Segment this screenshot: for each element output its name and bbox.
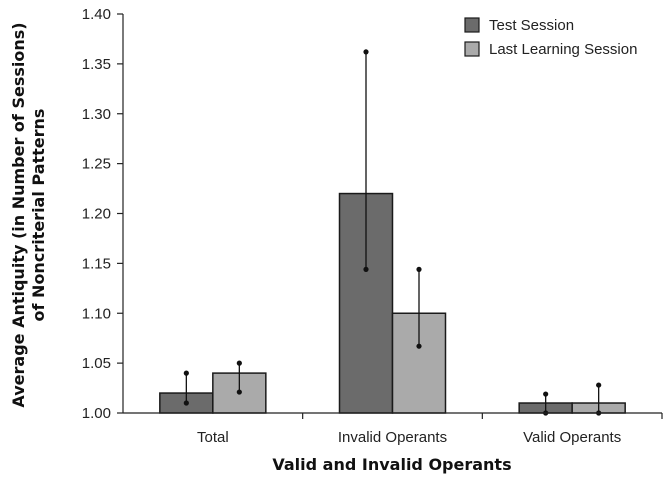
x-axis-title: Valid and Invalid Operants: [272, 455, 511, 474]
error-bar-cap-bottom: [236, 389, 242, 395]
error-bar-cap-top: [183, 370, 189, 376]
y-tick-label: 1.00: [82, 405, 111, 422]
legend: Test Session Last Learning Session: [464, 17, 637, 58]
error-bars: [183, 49, 602, 416]
error-bar-cap-bottom: [183, 400, 189, 406]
bars: [159, 192, 626, 414]
y-tick-label: 1.10: [82, 305, 111, 322]
y-axis: 1.00 1.05 1.10 1.15 1.20 1.25 1.30 1.35 1.40: [82, 6, 124, 422]
y-tick-label: 1.40: [82, 6, 111, 23]
y-tick-label: 1.20: [82, 206, 111, 223]
y-tick-label: 1.15: [82, 255, 111, 272]
error-bar-cap-top: [416, 266, 422, 272]
legend-label: Last Learning Session: [489, 41, 637, 58]
error-bar-cap-top: [363, 49, 369, 55]
x-category-label: Total: [197, 429, 229, 446]
y-axis-title: Average Antiquity (in Number of Sessions…: [9, 22, 48, 407]
y-axis-title-line2: of Noncriterial Patterns: [29, 109, 48, 322]
legend-label: Test Session: [489, 17, 574, 34]
x-category-label: Valid Operants: [523, 429, 621, 446]
legend-swatch: [464, 17, 480, 33]
legend-swatch: [464, 41, 480, 57]
y-tick-label: 1.30: [82, 106, 111, 123]
x-category-label: Invalid Operants: [338, 429, 447, 446]
y-tick-label: 1.35: [82, 56, 111, 73]
error-bar-cap-top: [236, 360, 242, 366]
error-bar-cap-bottom: [416, 343, 422, 349]
y-tick-label: 1.25: [82, 156, 111, 173]
error-bar-cap-top: [543, 391, 549, 397]
error-bar-cap-bottom: [363, 266, 369, 272]
y-tick-label: 1.05: [82, 355, 111, 372]
error-bar-cap-top: [596, 382, 602, 388]
x-axis: Total Invalid Operants Valid Operants: [123, 412, 663, 446]
y-axis-title-line1: Average Antiquity (in Number of Sessions…: [9, 22, 28, 407]
